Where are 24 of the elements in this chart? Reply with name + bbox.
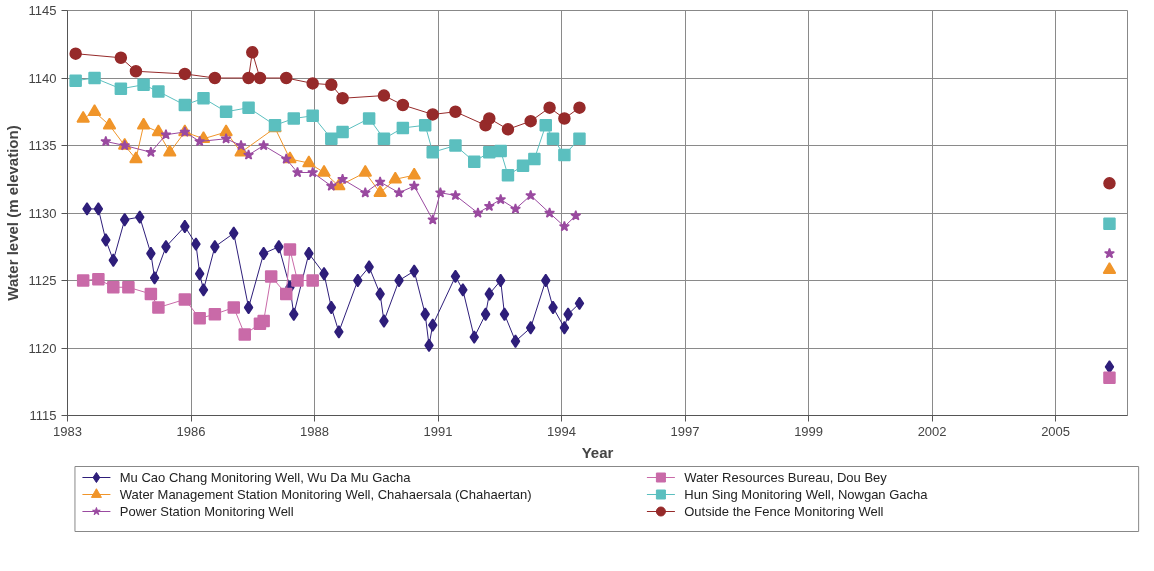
y-tick-label: 1135 (28, 138, 57, 153)
x-tick-label: 1988 (300, 423, 329, 439)
y-axis-title: Water level (m elevation) (3, 125, 21, 301)
x-tick-label: 1983 (53, 423, 82, 439)
x-tick-label: 2005 (1041, 423, 1071, 439)
legend-label: Hun Sing Monitoring Well, Nowgan Gacha (684, 487, 929, 502)
legend-label: Mu Cao Chang Monitoring Well, Wu Da Mu Gacha (119, 470, 412, 485)
x-tick-label: 1997 (670, 423, 700, 439)
legend-label: Power Station Monitoring Well (119, 504, 294, 519)
y-tick-label: 1130 (28, 205, 57, 221)
legend-label: Outside the Fence Monitoring Well (684, 504, 884, 519)
y-tick-label: 1120 (28, 340, 57, 356)
y-tick-label: 1140 (28, 70, 57, 86)
legend-label: Water Management Station Monitoring Well, Chahaersala (Chahaertan) (119, 487, 532, 502)
y-tick-label: 1115 (29, 408, 57, 423)
x-axis-title: Year (581, 443, 614, 461)
x-tick-label: 1986 (176, 423, 206, 439)
x-tick-label: 1999 (794, 423, 824, 439)
x-tick-label: 2002 (917, 423, 947, 439)
y-tick-label: 1125 (28, 273, 57, 288)
legend-label: Water Resources Bureau, Dou Bey (684, 470, 888, 485)
x-tick-label: 1994 (547, 423, 577, 439)
y-tick-label: 1145 (28, 3, 57, 18)
x-tick-label: 1991 (423, 423, 453, 439)
